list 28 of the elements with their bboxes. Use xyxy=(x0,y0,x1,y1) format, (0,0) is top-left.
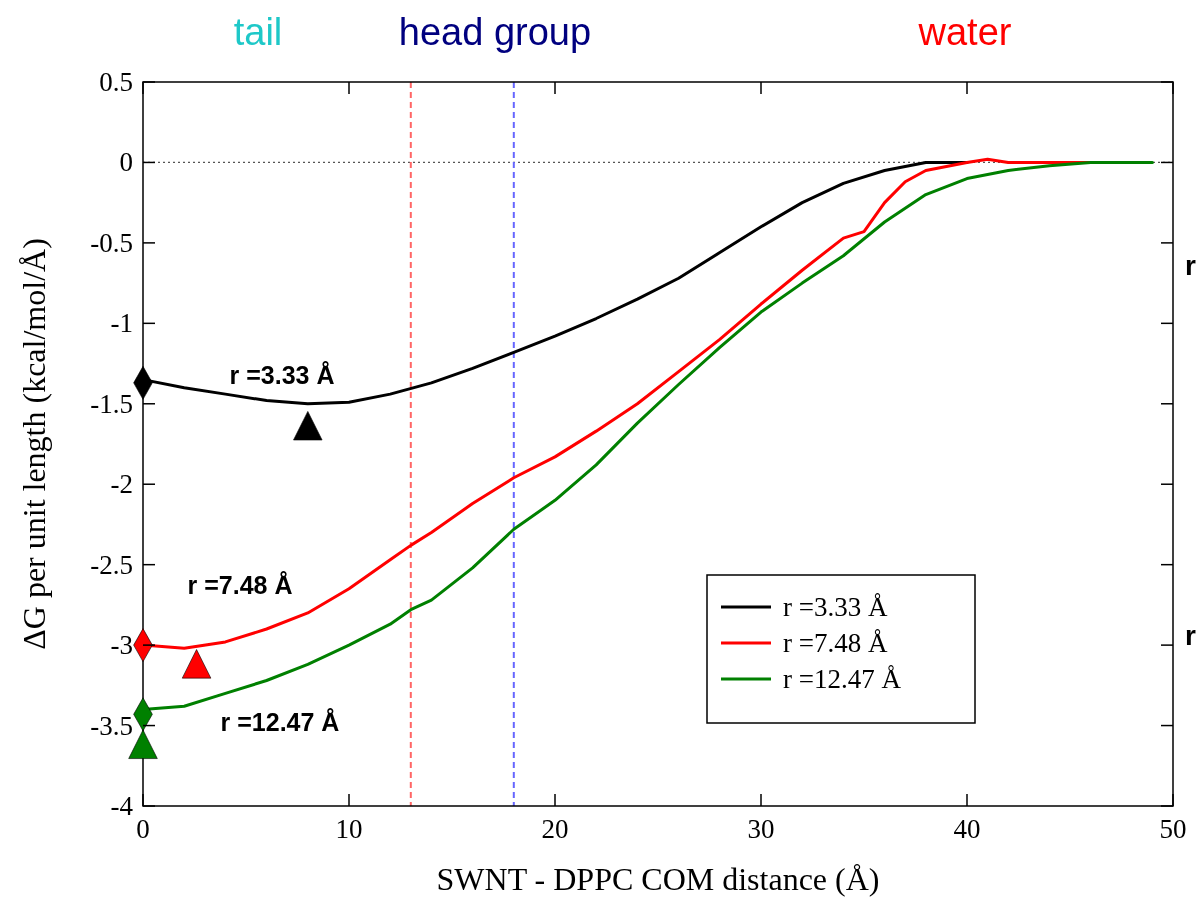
x-axis-title: SWNT - DPPC COM distance (Å) xyxy=(436,861,880,897)
y-tick-label: 0.5 xyxy=(99,67,133,97)
text: tail xyxy=(233,11,283,53)
y-tick-label: -1.5 xyxy=(90,388,133,419)
y-tick-label: -1 xyxy=(110,308,133,339)
text: water xyxy=(917,11,1012,53)
y-tick-label: -2.5 xyxy=(90,549,133,580)
x-tick-label: 30 xyxy=(747,814,775,844)
x-tick-label: 40 xyxy=(953,814,981,844)
legend-label: r =12.47 Å xyxy=(783,664,902,694)
y-tick-label: -3 xyxy=(110,630,133,661)
y-tick-label: -3.5 xyxy=(90,710,133,741)
text: head group xyxy=(398,11,592,53)
y-tick-label: -4 xyxy=(110,791,134,821)
x-tick-label: 20 xyxy=(541,814,569,844)
annotation: r =7.48 Å xyxy=(187,571,293,599)
annotation: r =3.33 Å xyxy=(229,361,335,389)
y-axis-title: ΔG per unit length (kcal/mol/Å) xyxy=(16,238,52,650)
x-tick-label: 10 xyxy=(335,814,363,844)
text: r xyxy=(1185,620,1197,651)
x-tick-label: 50 xyxy=(1159,814,1187,844)
y-tick-label: -0.5 xyxy=(90,227,133,258)
legend-label: r =3.33 Å xyxy=(783,592,888,622)
y-tick-label: 0 xyxy=(119,147,133,178)
y-tick-label: -2 xyxy=(110,469,133,500)
legend-label: r =7.48 Å xyxy=(783,628,888,658)
annotation: r =12.47 Å xyxy=(220,708,340,736)
text: r xyxy=(1185,250,1197,281)
